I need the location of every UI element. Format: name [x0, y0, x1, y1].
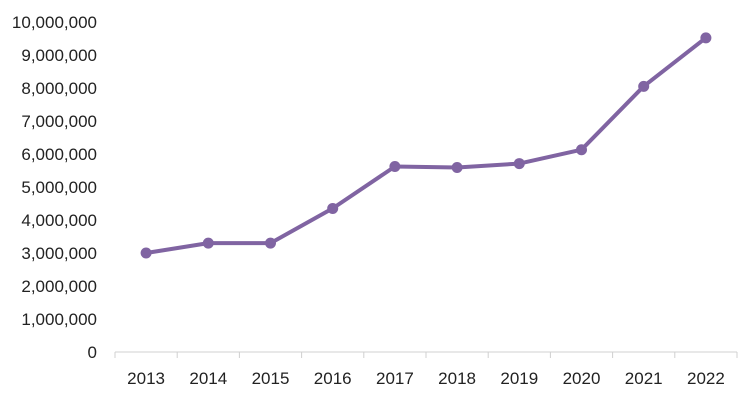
- data-point: [327, 202, 339, 214]
- x-tick-label: 2018: [438, 369, 476, 388]
- x-tick-label: 2017: [376, 369, 414, 388]
- data-point: [265, 237, 276, 249]
- data-point: [451, 162, 463, 174]
- data-point: [638, 80, 650, 92]
- data-point: [140, 247, 152, 259]
- data-point: [700, 32, 712, 44]
- x-tick-label: 2022: [687, 369, 725, 388]
- x-tick-label: 2015: [252, 369, 290, 388]
- y-tick-label: 6,000,000: [21, 145, 97, 164]
- series-group: [140, 32, 712, 259]
- data-point: [576, 144, 587, 156]
- y-tick-label: 4,000,000: [21, 211, 97, 230]
- x-tick-label: 2014: [189, 369, 227, 388]
- data-point: [202, 237, 214, 249]
- y-tick-label: 9,000,000: [21, 46, 97, 65]
- x-tick-label: 2021: [625, 369, 663, 388]
- x-tick-label: 2020: [563, 369, 601, 388]
- y-tick-label: 8,000,000: [21, 79, 97, 98]
- y-tick-label: 2,000,000: [21, 277, 97, 296]
- y-axis: 0 1,000,000 2,000,000 3,000,000 4,000,000 5,0…: [12, 13, 97, 362]
- y-tick-label: 5,000,000: [21, 178, 97, 197]
- series-line: [144, 35, 708, 255]
- data-point: [389, 161, 401, 173]
- y-tick-label: 1,000,000: [21, 310, 97, 329]
- y-tick-label: 10,000,000: [12, 13, 97, 32]
- x-tick-label: 2016: [314, 369, 352, 388]
- data-point: [513, 158, 525, 170]
- x-tick-label: 2013: [127, 369, 165, 388]
- x-axis: 2013 2014 2015 2016 2017 2018 2019 2020 2021 2022: [114, 351, 738, 388]
- y-tick-label: 3,000,000: [21, 244, 97, 263]
- y-tick-label: 7,000,000: [21, 112, 97, 131]
- y-tick-label: 0: [88, 343, 97, 362]
- x-tick-label: 2019: [500, 369, 538, 388]
